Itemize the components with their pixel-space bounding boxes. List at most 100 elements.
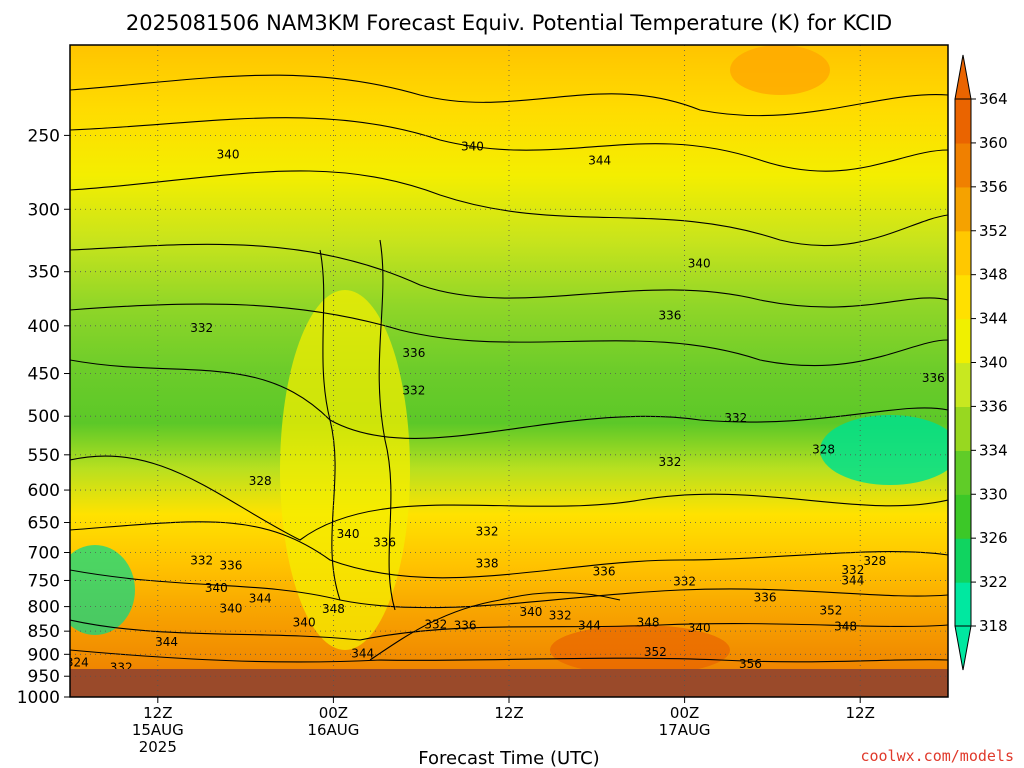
contour-label: 336 [402, 346, 425, 360]
y-tick-label: 900 [28, 645, 60, 665]
contour-label: 336 [659, 309, 682, 323]
colorbar-tick-label: 340 [979, 354, 1008, 372]
contour-label: 336 [373, 536, 396, 550]
colorbar-segment [955, 230, 971, 276]
moist-pocket-east [820, 415, 948, 485]
colorbar-tick-label: 318 [979, 617, 1008, 635]
colorbar-segment [955, 274, 971, 320]
contour-label: 352 [819, 604, 842, 618]
contour-label: 332 [190, 554, 213, 568]
contour-label: 332 [402, 383, 425, 397]
x-tick-label: 15AUG [132, 721, 184, 739]
contour-label: 328 [863, 554, 886, 568]
colorbar-tick-label: 334 [979, 441, 1008, 459]
warm-pocket-midlevel [280, 290, 410, 650]
grid [70, 45, 948, 697]
x-tick-label: 12Z [494, 704, 523, 722]
y-tick-label: 700 [28, 544, 60, 564]
y-tick-label: 950 [28, 667, 60, 687]
y-axis-ticks: 250 300 350 400 450 500 550 600 650 700 750 800 850 9… [17, 126, 70, 708]
y-tick-label: 250 [28, 126, 60, 146]
contour-label: 348 [637, 615, 660, 629]
contour-label: 332 [549, 609, 572, 623]
x-tick-label: 00Z [319, 704, 348, 722]
contour-label: 332 [190, 321, 213, 335]
colorbar-tick-label: 360 [979, 134, 1008, 152]
x-tick-label: 12Z [143, 704, 172, 722]
contour-label: 332 [841, 563, 864, 577]
contour-label: 348 [322, 602, 345, 616]
colorbar-tick-label: 352 [979, 222, 1008, 240]
y-tick-label: 850 [28, 622, 60, 642]
x-tick-label: 00Z [670, 704, 699, 722]
contour-label: 340 [337, 527, 360, 541]
contour-label: 328 [249, 474, 272, 488]
chart-title: 2025081506 NAM3KM Forecast Equiv. Potent… [126, 11, 892, 35]
contour-label: 336 [754, 590, 777, 604]
colorbar-segment [955, 406, 971, 451]
footer-credit: coolwx.com/models [860, 747, 1014, 765]
y-tick-label: 450 [28, 365, 60, 385]
colorbar-segment [955, 142, 971, 188]
contour-label: 344 [155, 635, 178, 649]
y-tick-label: 350 [28, 263, 60, 283]
y-tick-label: 400 [28, 317, 60, 337]
x-axis-label: Forecast Time (UTC) [418, 748, 599, 768]
x-tick-label: 16AUG [307, 721, 359, 739]
contour-label: 356 [739, 657, 762, 671]
contour-label: 328 [812, 443, 835, 457]
colorbar-segment [955, 538, 971, 583]
colorbar-top-arrow [954, 54, 972, 100]
x-tick-label: 2025 [139, 738, 177, 756]
colorbar-tick-label: 326 [979, 529, 1008, 547]
contour-label: 344 [578, 618, 601, 632]
warm-pocket-top [730, 45, 830, 95]
colorbar: 318 322 326 330 334 336 340 344 348 352 356 360 364 [954, 54, 1008, 671]
contour-label: 324 [66, 655, 89, 669]
contour-label: 336 [454, 618, 477, 632]
colorbar-tick-label: 344 [979, 310, 1008, 328]
contour-label: 336 [922, 371, 945, 385]
colorbar-segment [955, 582, 971, 627]
contour-label: 344 [841, 573, 864, 587]
colorbar-segment [955, 318, 971, 364]
plot-area: 3403403443403363323363323323283363323283… [66, 45, 948, 697]
contour-label: 336 [220, 559, 243, 573]
contour-label: 352 [644, 645, 667, 659]
contour-label: 340 [461, 140, 484, 154]
contour-label: 340 [293, 615, 316, 629]
colorbar-tick-label: 322 [979, 573, 1008, 591]
contour-label: 340 [220, 602, 243, 616]
ground-below-surface [70, 669, 948, 697]
colorbar-bottom-arrow [954, 625, 972, 671]
contour-label: 332 [724, 411, 747, 425]
colorbar-segment [955, 494, 971, 539]
y-tick-label: 600 [28, 481, 60, 501]
warm-pocket-low [550, 625, 730, 675]
y-tick-label: 550 [28, 446, 60, 466]
contour-label: 332 [659, 455, 682, 469]
contour-label: 340 [688, 257, 711, 271]
contour-label: 348 [834, 619, 857, 633]
colorbar-tick-label: 356 [979, 178, 1008, 196]
y-tick-label: 650 [28, 513, 60, 533]
colorbar-segment [955, 450, 971, 495]
moist-pocket-west [70, 545, 135, 635]
contour-label: 332 [424, 617, 447, 631]
colorbar-segment [955, 99, 971, 144]
colorbar-tick-label: 336 [979, 397, 1008, 415]
contour-label: 340 [519, 605, 542, 619]
contour-label: 340 [205, 581, 228, 595]
colorbar-segment [955, 186, 971, 232]
contour-label: 344 [249, 591, 272, 605]
contour-label: 344 [588, 154, 611, 168]
contour-label: 338 [476, 556, 499, 570]
y-tick-label: 500 [28, 407, 60, 427]
y-tick-label: 800 [28, 598, 60, 618]
contour-lines [70, 74, 948, 663]
y-tick-label: 300 [28, 200, 60, 220]
y-tick-label: 1000 [17, 688, 60, 708]
colorbar-segment [955, 362, 971, 408]
